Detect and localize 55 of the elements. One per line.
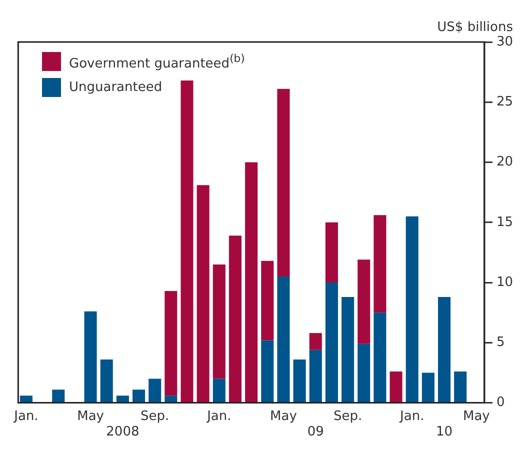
- x-tick-label: May: [77, 408, 104, 424]
- bar: [20, 396, 32, 402]
- bar: [390, 372, 402, 402]
- x-tick-label: Jan.: [399, 408, 424, 424]
- bar: [422, 372, 434, 402]
- bar: [342, 296, 354, 402]
- bar: [196, 185, 210, 402]
- bar: [309, 333, 322, 350]
- y-tick-label: 15: [496, 214, 514, 230]
- bar: [438, 296, 451, 402]
- x-tick-label: 10: [436, 424, 453, 440]
- bar: [148, 378, 162, 402]
- x-tick-label: 2008: [106, 424, 140, 440]
- bar: [277, 88, 290, 277]
- bar: [116, 396, 129, 402]
- x-tick-label: Jan.: [206, 408, 232, 424]
- bar: [374, 312, 386, 402]
- bar: [309, 350, 322, 402]
- x-tick-label: Sep.: [140, 408, 170, 424]
- bar: [374, 215, 386, 313]
- bar: [245, 162, 258, 402]
- legend-label: Government guaranteed$^{(b)}$: [69, 52, 245, 72]
- bar: [293, 360, 306, 402]
- bar: [180, 80, 194, 402]
- bar: [52, 390, 65, 402]
- bar: [325, 282, 338, 402]
- y-tick-label: 5: [496, 335, 505, 350]
- bar: [454, 372, 467, 402]
- bar: [358, 260, 370, 344]
- bar: [358, 344, 370, 402]
- y-tick-label: 10: [496, 274, 514, 290]
- legend-label: Unguaranteed: [69, 80, 162, 96]
- x-tick-label: Jan.: [13, 408, 38, 424]
- bar: [164, 290, 178, 396]
- x-tick-label: Sep.: [333, 408, 362, 424]
- bar: [132, 390, 146, 402]
- bar: [100, 360, 113, 402]
- y-axis-title: US$ billions: [437, 20, 514, 35]
- bar: [212, 378, 226, 402]
- bar: [277, 276, 290, 402]
- x-tick-label: May: [462, 408, 490, 424]
- y-tick-label: 25: [496, 94, 514, 110]
- bar: [325, 222, 338, 283]
- bar: [406, 216, 418, 402]
- bar: [261, 260, 274, 340]
- x-tick-label: May: [270, 408, 298, 424]
- bar: [228, 236, 242, 402]
- bar: [261, 340, 274, 402]
- bar: [84, 311, 97, 402]
- y-tick-label: 0: [496, 395, 505, 410]
- bar: [164, 396, 178, 402]
- bar: [212, 264, 226, 379]
- y-tick-label: 30: [496, 34, 514, 50]
- x-tick-label: 09: [307, 424, 324, 440]
- y-tick-label: 20: [496, 154, 514, 170]
